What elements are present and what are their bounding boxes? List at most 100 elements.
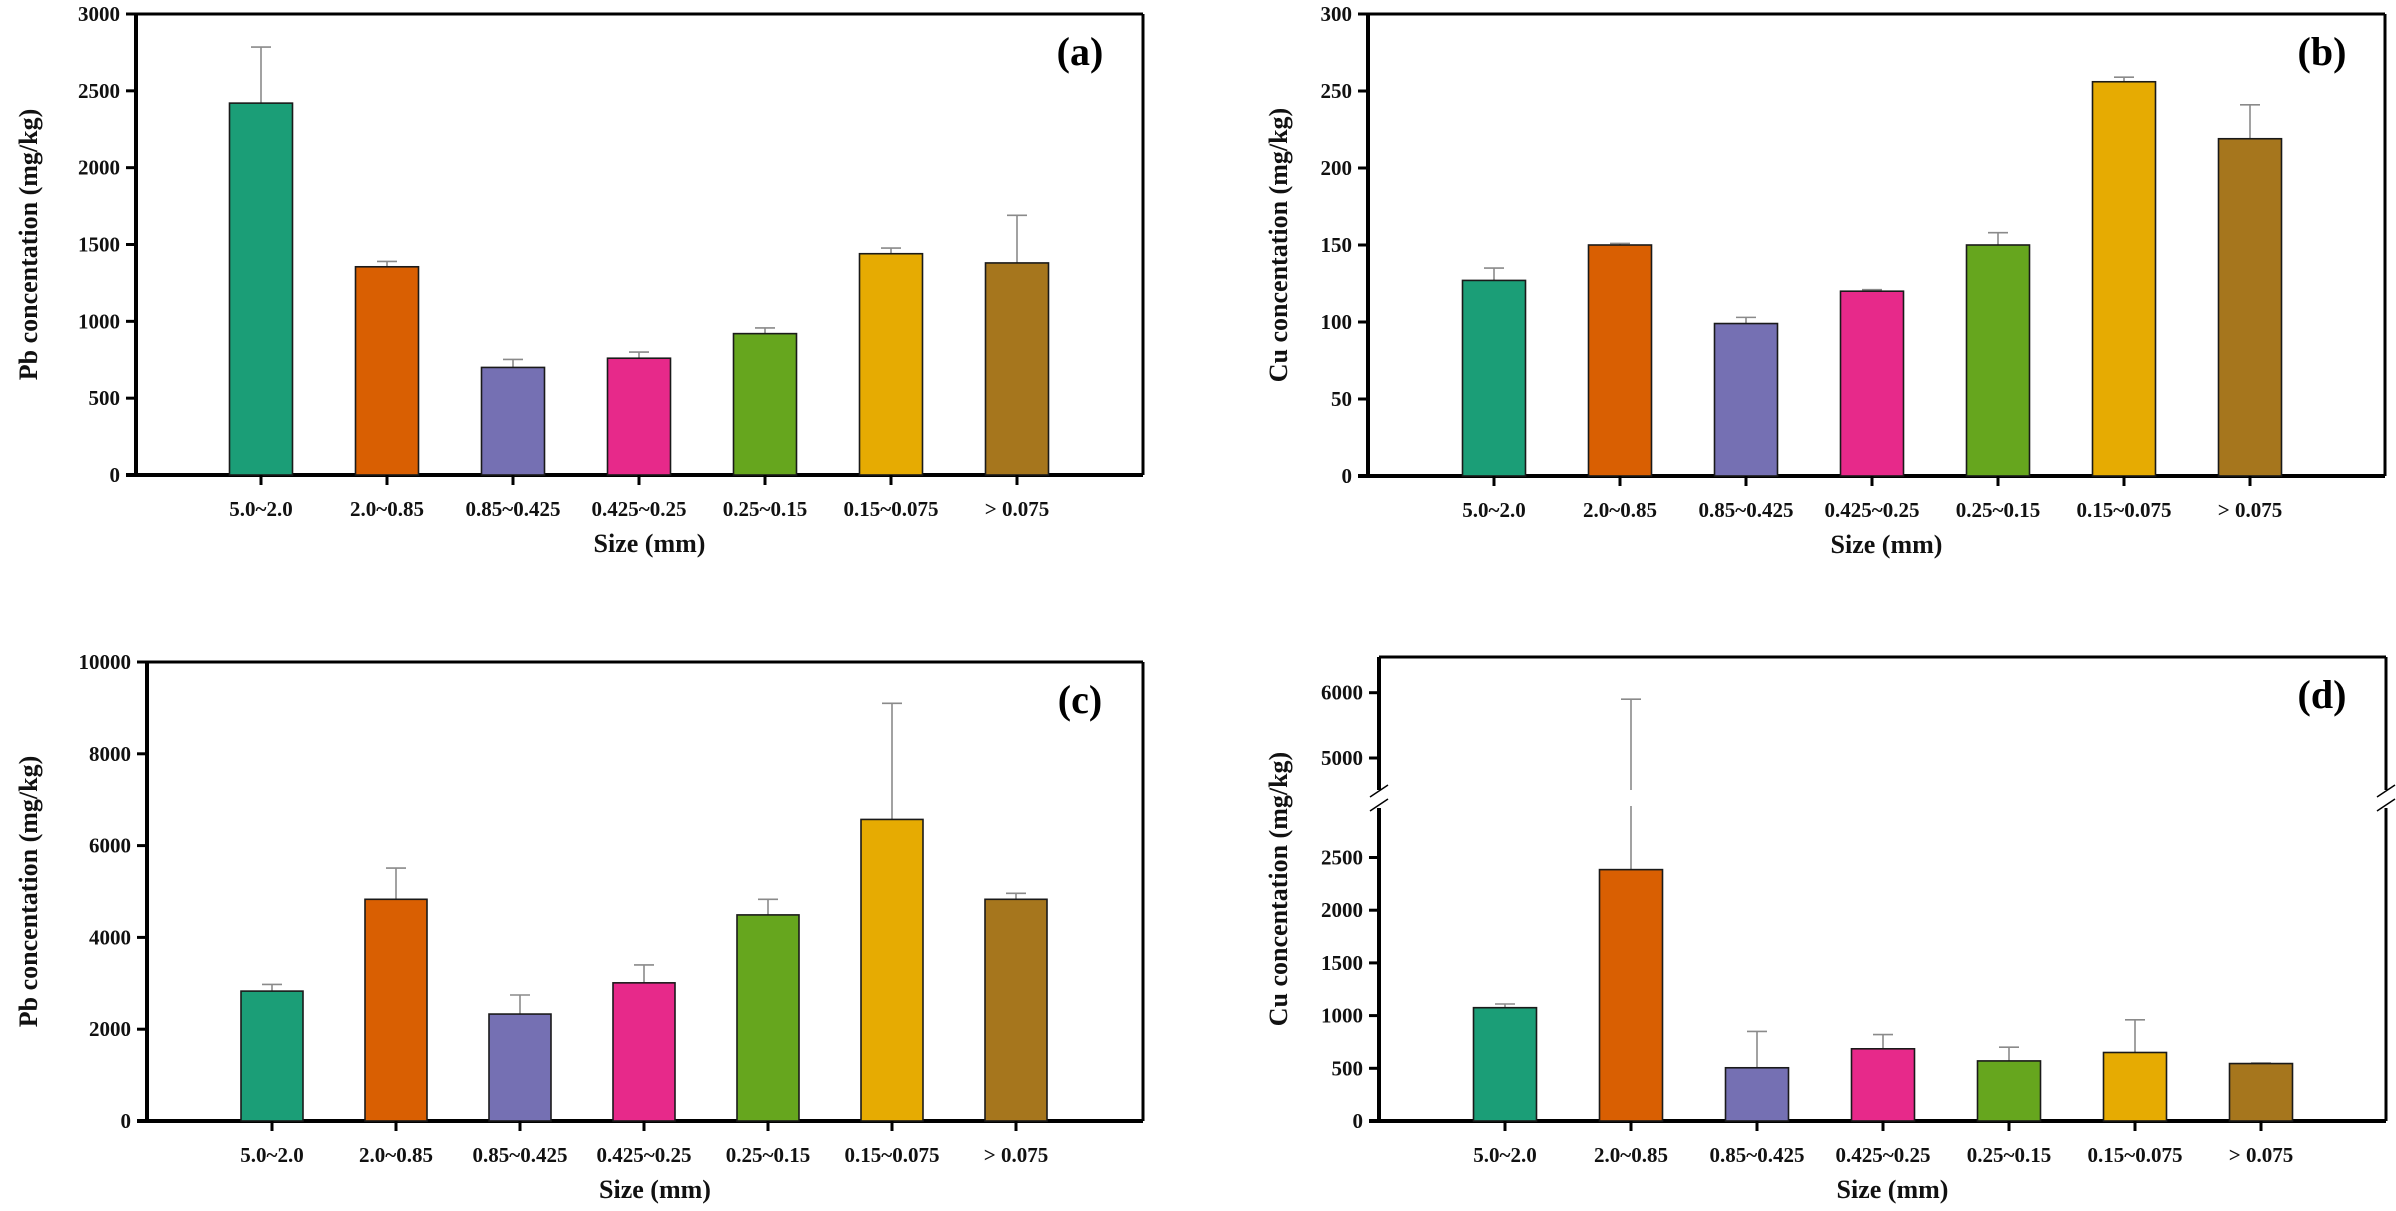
y-tick-label: 4000 [89, 925, 131, 949]
x-tick-label: 0.25~0.15 [726, 1143, 810, 1167]
bar [2217, 137, 2283, 477]
bar [984, 898, 1048, 1122]
y-axis-title: Pb concentation (mg/kg) [14, 756, 43, 1028]
y-tick-label: 0 [1342, 464, 1353, 488]
y-tick-label: 200 [1321, 156, 1353, 180]
bar [240, 990, 304, 1122]
x-tick-label: 5.0~2.0 [1473, 1143, 1536, 1167]
y-tick-label: 1000 [1321, 1004, 1363, 1028]
panel-a: 0 500 1000 1500 2000 2500 3000 5.0~2.0 2.0~0.85 0… [14, 2, 1145, 558]
y-tick-label: 0 [1353, 1109, 1364, 1133]
bar [1598, 868, 1664, 1122]
x-tick-label: 5.0~2.0 [1462, 498, 1525, 522]
y-tick-label: 2000 [89, 1017, 131, 1041]
y-tick-label: 2500 [1321, 846, 1363, 870]
bar [1724, 1066, 1790, 1122]
x-tick-label: 0.425~0.25 [1836, 1143, 1931, 1167]
y-tick-label: 6000 [89, 834, 131, 858]
x-tick-label: > 0.075 [984, 1143, 1048, 1167]
x-tick-label: 0.25~0.15 [1967, 1143, 2051, 1167]
y-tick-label: 1000 [78, 309, 120, 333]
y-tick-label: 500 [1332, 1056, 1364, 1080]
x-tick-label: > 0.075 [2218, 498, 2282, 522]
y-tick-label: 100 [1321, 310, 1353, 334]
bar [1850, 1048, 1916, 1122]
y-tick-label: 50 [1331, 387, 1352, 411]
x-tick-label: 0.85~0.425 [466, 497, 561, 521]
bar [1965, 244, 2031, 477]
x-tick-label: 2.0~0.85 [1583, 498, 1657, 522]
bar [1587, 244, 1653, 477]
y-tick-label: 8000 [89, 742, 131, 766]
y-axis-title: Cu concentation (mg/kg) [1264, 108, 1293, 382]
panel-c: 0 2000 4000 6000 8000 10000 5.0~2.0 2.0~0.85 0.8… [14, 650, 1145, 1204]
bar [480, 366, 546, 476]
x-axis-title: Size (mm) [599, 1175, 711, 1204]
y-tick-label: 1500 [1321, 951, 1363, 975]
panel-label: (d) [2298, 672, 2347, 717]
y-tick-label: 2000 [1321, 898, 1363, 922]
bar [354, 265, 420, 476]
y-tick-label: 5000 [1321, 746, 1363, 770]
x-tick-label: 0.425~0.25 [592, 497, 687, 521]
y-tick-label: 150 [1321, 233, 1353, 257]
panel-b: 0 50 100 150 200 250 300 5.0~2.0 2.0~0.85 0.85~0.… [1264, 2, 2387, 559]
x-tick-label: 2.0~0.85 [359, 1143, 433, 1167]
y-axis-title: Pb concentation (mg/kg) [14, 109, 43, 381]
y-tick-label: 0 [121, 1109, 132, 1133]
x-tick-label: 0.425~0.25 [597, 1143, 692, 1167]
bar [1461, 279, 1527, 477]
x-tick-label: 0.85~0.425 [1699, 498, 1794, 522]
bar [612, 982, 676, 1122]
x-tick-label: 0.85~0.425 [1710, 1143, 1805, 1167]
x-axis-title: Size (mm) [1831, 530, 1943, 559]
x-tick-label: 0.25~0.15 [1956, 498, 2040, 522]
axis-break-mark [1369, 784, 1389, 798]
x-tick-label: > 0.075 [985, 497, 1049, 521]
bar [1976, 1060, 2042, 1122]
x-tick-label: 5.0~2.0 [240, 1143, 303, 1167]
x-tick-label: 2.0~0.85 [1594, 1143, 1668, 1167]
axis-break-mark [2376, 784, 2396, 798]
bar [488, 1013, 552, 1122]
x-tick-label: 5.0~2.0 [229, 497, 292, 521]
bar [984, 262, 1050, 476]
y-tick-label: 6000 [1321, 681, 1363, 705]
panel-d: 0 500 1000 1500 2000 2500 5000 6000 5.0~2.0 2.0~0… [1264, 655, 2396, 1204]
bar [606, 357, 672, 476]
x-tick-label: 0.15~0.075 [845, 1143, 940, 1167]
y-tick-label: 10000 [79, 650, 132, 674]
bar [1472, 1006, 1538, 1122]
x-axis-title: Size (mm) [1837, 1175, 1949, 1204]
bar [736, 914, 800, 1122]
x-axis-title: Size (mm) [594, 529, 706, 558]
y-tick-label: 1500 [78, 233, 120, 257]
x-tick-label: 2.0~0.85 [350, 497, 424, 521]
y-axis-title: Cu concentation (mg/kg) [1264, 752, 1293, 1026]
y-tick-label: 2500 [78, 79, 120, 103]
bar [2102, 1051, 2168, 1122]
axis-break-gap [2382, 790, 2390, 808]
x-tick-label: 0.15~0.075 [844, 497, 939, 521]
y-tick-label: 2000 [78, 156, 120, 180]
panel-label: (a) [1057, 29, 1104, 74]
y-tick-label: 3000 [78, 2, 120, 26]
x-tick-label: 0.425~0.25 [1825, 498, 1920, 522]
bar [860, 818, 924, 1122]
bar [732, 332, 798, 476]
panel-label: (c) [1058, 677, 1102, 722]
x-tick-label: 0.15~0.075 [2088, 1143, 2183, 1167]
y-tick-label: 250 [1321, 79, 1353, 103]
bar [1839, 290, 1905, 477]
x-tick-label: 0.15~0.075 [2077, 498, 2172, 522]
axis-break-mark [1369, 798, 1389, 812]
bar [364, 898, 428, 1122]
x-tick-label: 0.85~0.425 [473, 1143, 568, 1167]
bar [1713, 322, 1779, 477]
bar [2091, 80, 2157, 477]
bar [858, 252, 924, 476]
y-tick-label: 0 [110, 463, 121, 487]
panel-label: (b) [2298, 29, 2347, 74]
y-tick-label: 300 [1321, 2, 1353, 26]
